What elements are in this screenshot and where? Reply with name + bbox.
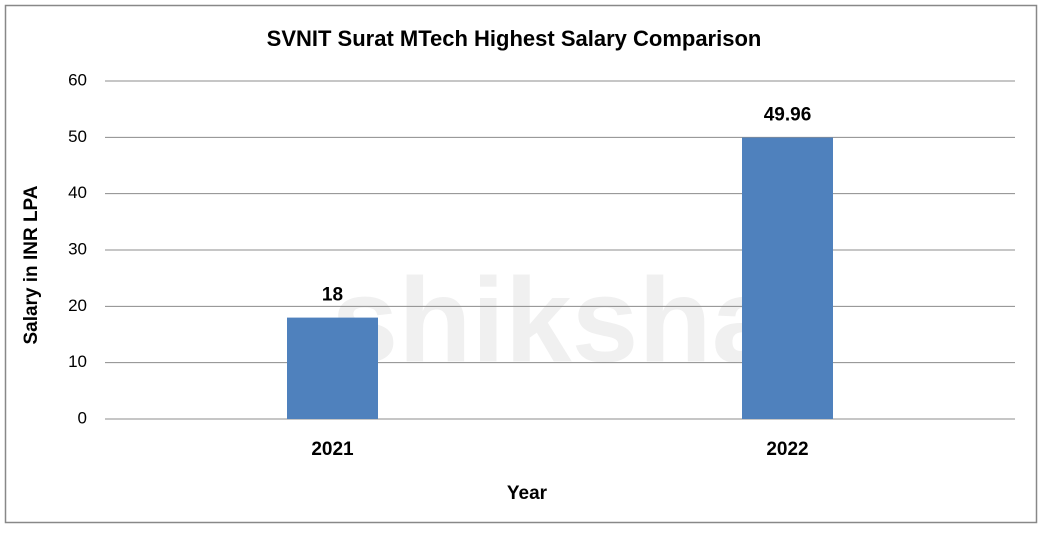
y-tick-label: 0 [78,408,87,427]
bar [742,137,833,420]
x-tick-label: 2022 [766,439,808,460]
y-tick-label: 60 [68,70,87,89]
y-tick-label: 50 [68,127,87,146]
y-axis-label: Salary in INR LPA [21,185,42,344]
data-label: 49.96 [764,105,812,126]
y-tick-label: 10 [68,352,87,371]
chart-title: SVNIT Surat MTech Highest Salary Compari… [267,26,762,51]
y-tick-label: 40 [68,183,87,202]
y-tick-label: 20 [68,296,87,315]
watermark: shiksha [332,254,780,388]
bar [287,317,378,419]
data-label: 18 [322,285,343,306]
y-tick-label: 30 [68,239,87,258]
chart-frame [4,4,1038,524]
x-axis-label: Year [507,483,548,504]
x-tick-label: 2021 [311,439,354,460]
